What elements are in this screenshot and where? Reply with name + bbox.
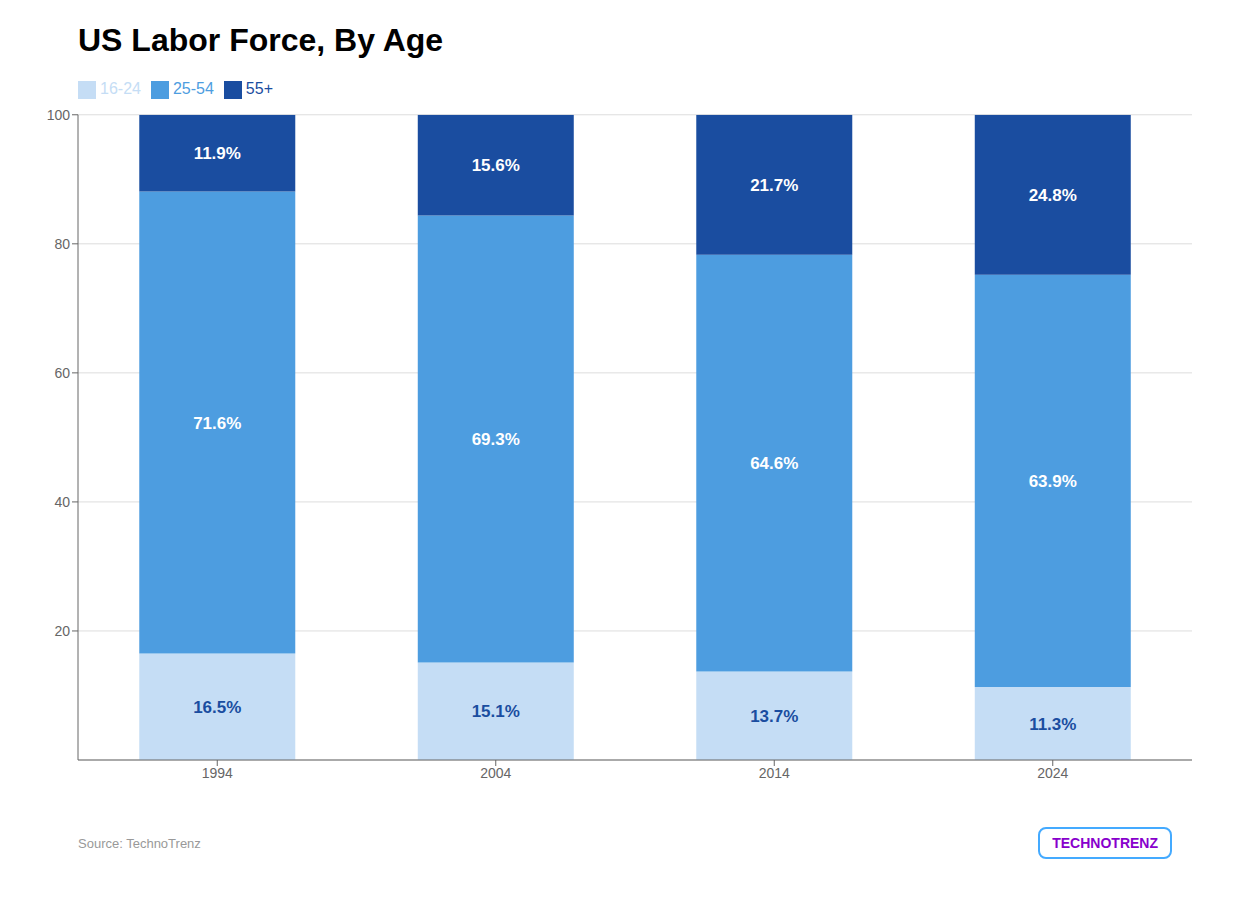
html-text:US Labor Force, By Age: US Labor Force, By Age [78, 22, 444, 58]
svg-text:15.6%: 15.6% [472, 156, 520, 175]
html-text:25-54: 25-54 [172, 80, 214, 97]
svg-text:64.6%: 64.6% [750, 454, 798, 473]
svg-text:2024: 2024 [1037, 765, 1068, 781]
svg-text:21.7%: 21.7% [750, 176, 798, 195]
svg-text:13.7%: 13.7% [750, 707, 798, 726]
svg-text:71.6%: 71.6% [193, 414, 241, 433]
svg-text:2004: 2004 [480, 765, 511, 781]
html-text:55+: 55+ [245, 80, 273, 97]
svg-text:16.5%: 16.5% [193, 698, 241, 717]
svg-text:15.1%: 15.1% [472, 702, 520, 721]
svg-text:63.9%: 63.9% [1029, 472, 1077, 491]
svg-text:69.3%: 69.3% [472, 430, 520, 449]
html-text:16-24: 16-24 [100, 80, 141, 97]
svg-text:11.9%: 11.9% [194, 144, 241, 163]
svg-text:60: 60 [54, 365, 70, 381]
svg-text:40: 40 [54, 494, 70, 510]
svg-text:24.8%: 24.8% [1029, 186, 1077, 205]
svg-text:11.3%: 11.3% [1029, 715, 1076, 734]
svg-text:80: 80 [54, 236, 70, 252]
svg-text:100: 100 [47, 107, 71, 123]
html-text:Source: TechnoTrenz: Source: TechnoTrenz [78, 835, 201, 851]
svg-text:2014: 2014 [759, 765, 790, 781]
svg-text:1994: 1994 [202, 765, 233, 781]
html-text:TECHNOTRENZ: TECHNOTRENZ [1052, 835, 1158, 851]
svg-text:20: 20 [54, 623, 70, 639]
